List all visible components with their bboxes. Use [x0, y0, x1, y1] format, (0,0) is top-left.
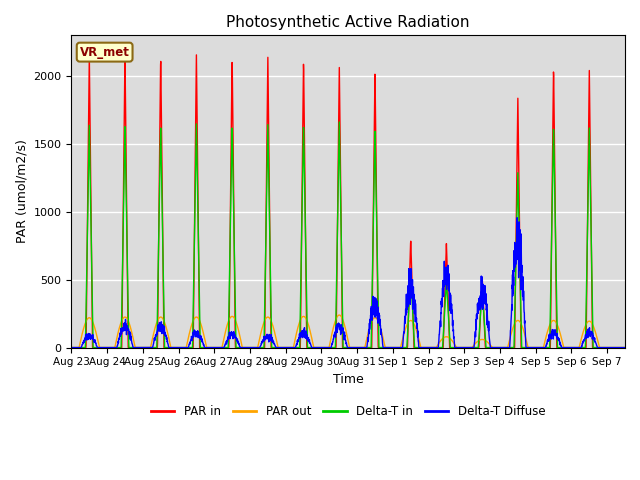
PAR in: [193, 52, 200, 58]
PAR in: [287, 345, 294, 350]
PAR out: [566, 345, 574, 350]
X-axis label: Time: Time: [333, 373, 364, 386]
Delta-T Diffuse: [312, 345, 319, 350]
Delta-T in: [312, 345, 319, 350]
Line: Delta-T Diffuse: Delta-T Diffuse: [72, 218, 640, 348]
PAR in: [628, 345, 636, 350]
Delta-T in: [566, 345, 574, 350]
Delta-T in: [166, 345, 174, 350]
PAR in: [166, 345, 174, 350]
Line: Delta-T in: Delta-T in: [72, 122, 640, 348]
Delta-T Diffuse: [68, 345, 76, 350]
Delta-T Diffuse: [513, 215, 521, 221]
PAR in: [132, 345, 140, 350]
Delta-T in: [628, 345, 636, 350]
PAR out: [628, 345, 636, 350]
Delta-T in: [335, 119, 343, 125]
Y-axis label: PAR (umol/m2/s): PAR (umol/m2/s): [15, 140, 28, 243]
Delta-T in: [639, 345, 640, 350]
Delta-T Diffuse: [639, 345, 640, 350]
PAR out: [312, 345, 319, 350]
Delta-T Diffuse: [166, 345, 174, 350]
PAR out: [335, 312, 343, 318]
Delta-T in: [132, 345, 140, 350]
PAR out: [166, 343, 174, 348]
PAR out: [639, 345, 640, 350]
Text: VR_met: VR_met: [80, 46, 129, 59]
Legend: PAR in, PAR out, Delta-T in, Delta-T Diffuse: PAR in, PAR out, Delta-T in, Delta-T Dif…: [146, 400, 550, 423]
Delta-T Diffuse: [132, 345, 140, 350]
PAR out: [132, 345, 140, 350]
PAR in: [639, 345, 640, 350]
Delta-T Diffuse: [566, 345, 574, 350]
Delta-T Diffuse: [287, 345, 294, 350]
Delta-T Diffuse: [628, 345, 636, 350]
Delta-T in: [287, 345, 294, 350]
PAR in: [312, 345, 319, 350]
Line: PAR in: PAR in: [72, 55, 640, 348]
Line: PAR out: PAR out: [72, 315, 640, 348]
PAR out: [68, 345, 76, 350]
Delta-T in: [68, 345, 76, 350]
PAR in: [68, 345, 76, 350]
Title: Photosynthetic Active Radiation: Photosynthetic Active Radiation: [227, 15, 470, 30]
PAR in: [566, 345, 574, 350]
PAR out: [287, 345, 294, 350]
